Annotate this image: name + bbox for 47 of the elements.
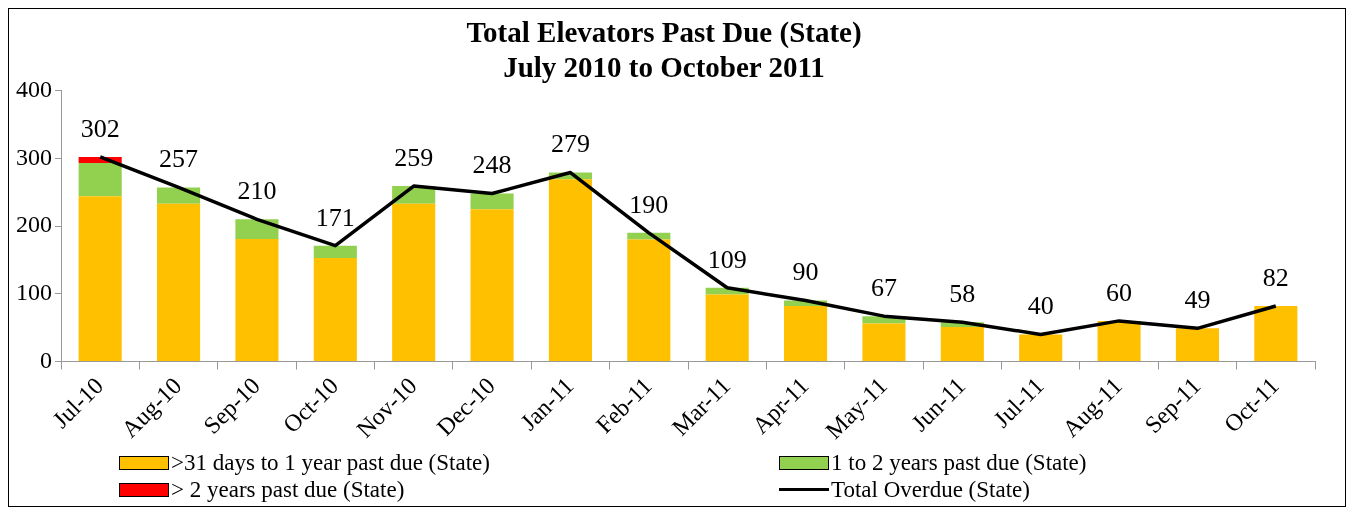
data-label: 248 [472,150,512,180]
bar [627,239,671,362]
data-label: 109 [707,244,747,274]
legend-label: > 2 years past due (State) [171,476,405,503]
data-label: 171 [315,202,355,232]
bar [470,193,514,210]
data-label: 58 [949,279,976,309]
bar [313,245,357,258]
data-label: 60 [1106,277,1133,307]
data-label: 67 [870,272,897,302]
bar [940,326,984,362]
bar [705,294,749,362]
data-label: 302 [80,113,120,143]
data-label: 257 [159,144,199,174]
bar [78,196,122,362]
data-label: 279 [550,129,590,159]
y-tick-label: 400 [16,75,52,102]
legend-label: Total Overdue (State) [831,476,1030,503]
data-label: 49 [1184,285,1211,315]
chart-title: Total Elevators Past Due (State) [466,15,862,49]
bar [78,163,122,197]
bar [235,219,279,239]
data-label: 259 [394,142,434,172]
bar [470,209,514,362]
bar [235,238,279,362]
bar [548,179,592,362]
data-label: 90 [792,257,819,287]
bar [313,257,357,362]
bar [784,305,828,362]
data-label: 82 [1262,262,1289,292]
bar [157,203,201,362]
chart-subtitle: July 2010 to October 2011 [503,50,825,83]
data-label: 190 [629,189,669,219]
bar [1019,334,1063,362]
legend-label: 1 to 2 years past due (State) [831,449,1087,476]
bar [862,323,906,362]
bar [1097,320,1141,362]
bar [392,203,436,362]
y-tick-label: 100 [16,279,52,306]
y-tick-label: 300 [16,143,52,170]
bar [1254,305,1298,362]
y-tick-label: 200 [16,211,52,238]
y-tick-label: 0 [40,346,52,373]
data-label: 40 [1027,291,1054,321]
data-label: 210 [237,176,277,206]
legend-label: >31 days to 1 year past due (State) [171,449,490,476]
bar [1175,328,1219,362]
